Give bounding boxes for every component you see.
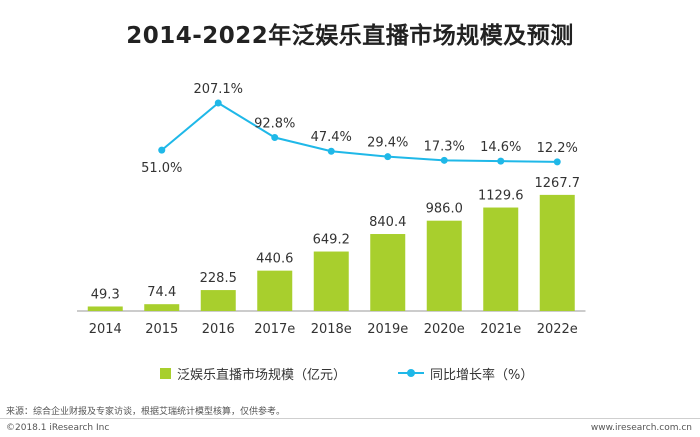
footer-divider — [0, 418, 700, 419]
bar-value-label: 228.5 — [200, 271, 237, 286]
source-note: 来源：综合企业财报及专家访谈，根据艾瑞统计模型核算，仅供参考。 — [6, 407, 286, 417]
x-tick-label: 2017e — [254, 322, 295, 337]
bar — [539, 194, 575, 311]
bar — [483, 207, 519, 311]
bar — [370, 234, 406, 311]
bar-value-label: 1267.7 — [535, 176, 581, 191]
bar — [257, 270, 293, 311]
growth-rate-label: 12.2% — [537, 141, 578, 156]
bar — [200, 290, 236, 311]
growth-rate-label: 92.8% — [254, 117, 295, 132]
bar-value-label: 840.4 — [369, 215, 406, 230]
legend-bar-swatch — [160, 367, 171, 379]
bar — [87, 306, 123, 311]
bar-value-label: 74.4 — [147, 285, 176, 300]
growth-point — [440, 156, 448, 164]
bar-value-label: 440.6 — [256, 252, 293, 267]
x-tick-label: 2018e — [311, 322, 352, 337]
growth-line — [161, 101, 558, 163]
growth-point — [553, 158, 561, 166]
growth-point — [271, 134, 279, 142]
legend-bar: 泛娱乐直播市场规模（亿元） — [160, 363, 346, 383]
legend-line-label: 同比增长率（%） — [430, 367, 534, 383]
growth-rate-label: 47.4% — [311, 130, 352, 145]
bar — [426, 220, 462, 311]
growth-point — [214, 99, 222, 107]
growth-rate-label: 51.0% — [141, 161, 182, 176]
x-tick-label: 2019e — [367, 322, 408, 337]
legend-line-swatch — [398, 367, 424, 379]
legend-bar-label: 泛娱乐直播市场规模（亿元） — [177, 367, 347, 383]
bar-value-label: 1129.6 — [478, 189, 524, 204]
growth-rate-label: 14.6% — [480, 140, 521, 155]
growth-rate-label: 17.3% — [424, 139, 465, 154]
x-tick-label: 2015 — [145, 322, 178, 337]
x-tick-label: 2014 — [89, 322, 122, 337]
bar-value-label: 49.3 — [91, 287, 120, 302]
bar — [313, 251, 349, 311]
x-tick-label: 2020e — [424, 322, 465, 337]
website: www.iresearch.com.cn — [590, 423, 692, 433]
growth-point — [497, 157, 505, 165]
copyright: ©2018.1 iResearch Inc — [6, 423, 110, 433]
growth-point — [158, 146, 166, 154]
x-tick-label: 2021e — [480, 322, 521, 337]
growth-rate-label: 29.4% — [367, 136, 408, 151]
bar — [144, 304, 180, 311]
growth-rate-label: 207.1% — [193, 82, 243, 97]
growth-point — [384, 153, 392, 161]
bar-value-label: 649.2 — [313, 233, 350, 248]
chart-title: 2014-2022年泛娱乐直播市场规模及预测 — [126, 23, 574, 49]
x-tick-label: 2022e — [537, 322, 578, 337]
legend-line: 同比增长率（%） — [398, 363, 533, 383]
bar-value-label: 986.0 — [426, 202, 463, 217]
growth-point — [327, 147, 335, 155]
x-tick-label: 2016 — [202, 322, 235, 337]
